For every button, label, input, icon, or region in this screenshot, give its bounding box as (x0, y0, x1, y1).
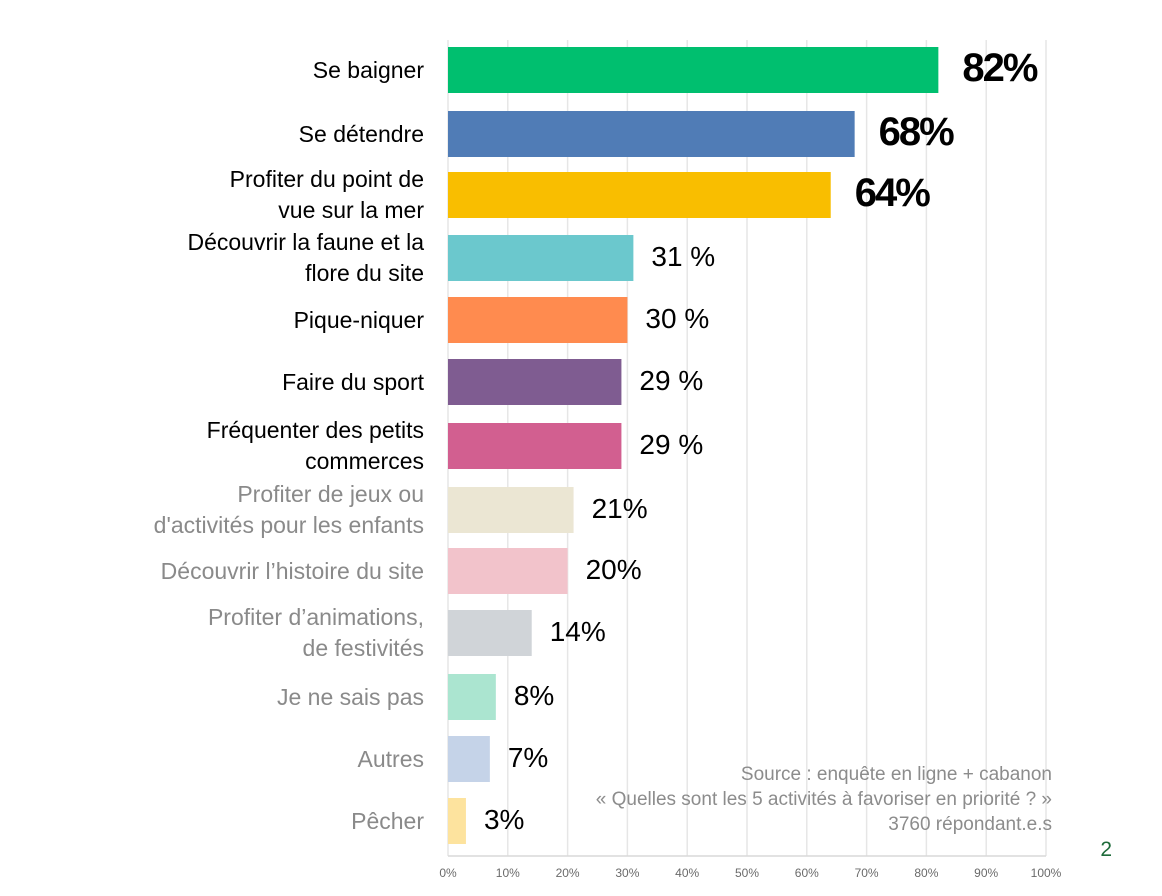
category-label: Fréquenter des petits commerces (206, 417, 424, 474)
data-label: 14% (549, 616, 606, 647)
category-label: Pêcher (351, 807, 424, 834)
bar (448, 610, 532, 656)
data-label: 29 % (639, 365, 704, 396)
data-label: 30 % (645, 303, 710, 334)
category-label: Profiter de jeux ou d'activités pour les… (153, 481, 424, 538)
x-tick-label: 40% (675, 866, 700, 880)
source-line-3: 3760 répondant.e.s (888, 814, 1052, 835)
source-line-2: « Quelles sont les 5 activités à favoris… (595, 789, 1052, 810)
bar (448, 798, 466, 844)
bar (448, 487, 574, 533)
bar (448, 47, 939, 93)
data-label: 7% (507, 742, 549, 773)
category-label: Profiter d’animations, de festivités (207, 604, 424, 661)
category-label: Découvrir l’histoire du site (160, 557, 424, 584)
bar (448, 548, 568, 594)
data-label: 8% (513, 680, 555, 711)
category-label: Se baigner (312, 56, 424, 83)
x-tick-label: 80% (914, 866, 939, 880)
category-label: Je ne sais pas (276, 683, 424, 710)
bar (448, 235, 634, 281)
x-tick-label: 30% (615, 866, 640, 880)
bar (448, 359, 622, 405)
x-tick-label: 100% (1030, 866, 1062, 880)
category-label: Se détendre (298, 120, 424, 147)
bar (448, 297, 628, 343)
data-label: 29 % (639, 429, 704, 460)
data-label: 82% (962, 46, 1038, 90)
x-tick-label: 10% (495, 866, 520, 880)
category-label: Faire du sport (282, 368, 424, 395)
data-label: 31 % (651, 241, 716, 272)
bar (448, 111, 855, 157)
x-tick-label: 50% (734, 866, 760, 880)
source-line-1: Source : enquête en ligne + cabanon (740, 764, 1052, 785)
x-tick-label: 0% (439, 866, 457, 880)
source-note: Source : enquête en ligne + cabanon « Qu… (596, 762, 1052, 837)
page-number: 2 (1100, 838, 1112, 861)
x-tick-label: 60% (794, 866, 819, 880)
data-label: 20% (585, 554, 642, 585)
bar (448, 674, 496, 720)
category-label: Profiter du point de vue sur la mer (229, 166, 424, 223)
x-tick-label: 70% (854, 866, 879, 880)
data-label: 68% (878, 110, 955, 154)
category-label: Autres (357, 745, 424, 772)
bar (448, 172, 831, 218)
category-label: Découvrir la faune et la flore du site (187, 229, 424, 286)
x-tick-label: 20% (555, 866, 580, 880)
data-label: 3% (483, 804, 525, 835)
data-label: 21% (591, 493, 648, 524)
bar (448, 423, 622, 469)
x-tick-label: 90% (974, 866, 999, 880)
bar (448, 736, 490, 782)
data-label: 64% (854, 171, 931, 215)
category-label: Pique-niquer (293, 306, 424, 333)
